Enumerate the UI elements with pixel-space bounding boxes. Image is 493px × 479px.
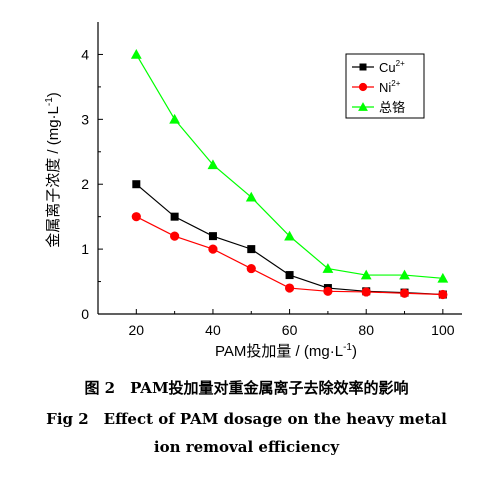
data-point	[208, 232, 217, 241]
caption-chinese: 图 2 PAM投加量对重金属离子去除效率的影响	[84, 379, 409, 397]
axes: 20 40 60 80 100 0 1 2 3 4 PAM投加量 / (mg·L-1) 金属离子浓度 …	[44, 22, 462, 360]
data-point	[285, 271, 294, 280]
data-point	[284, 230, 295, 241]
series-2	[130, 49, 449, 283]
y-axis-label: 金属离子浓度 / (mg·L-1)	[44, 92, 62, 248]
legend-marker	[359, 63, 367, 71]
y-tick-label: 2	[81, 176, 89, 192]
x-axis-label: PAM投加量 / (mg·L-1)	[215, 342, 357, 360]
legend-label: 总铬	[379, 100, 405, 115]
legend-label: Ni2+	[379, 79, 401, 95]
legend-label: Cu2+	[379, 59, 405, 75]
data-point	[170, 231, 180, 241]
data-point	[246, 263, 256, 274]
caption-english-line-2: ion removal efficiency	[153, 438, 340, 456]
series-line	[136, 216, 443, 296]
y-tick-label: 3	[81, 111, 89, 127]
data-point	[132, 180, 141, 189]
data-point	[399, 269, 410, 280]
data-point	[437, 272, 449, 283]
caption-english-line-1: Fig 2 Effect of PAM dosage on the heavy …	[46, 410, 447, 428]
x-tick-label: 80	[358, 322, 374, 338]
data-point	[361, 287, 371, 297]
data-point	[131, 212, 141, 222]
y-tick-label: 0	[81, 306, 89, 322]
data-point	[207, 159, 219, 170]
series-layer	[130, 49, 449, 300]
x-tick-label: 100	[431, 322, 455, 338]
data-point	[169, 113, 181, 124]
x-tick-label: 20	[129, 322, 145, 338]
data-point	[323, 286, 333, 296]
data-point	[170, 212, 179, 221]
series-1	[131, 212, 448, 300]
y-tick-label: 4	[81, 46, 89, 62]
data-point	[130, 49, 142, 59]
y-tick-label: 1	[81, 241, 89, 257]
data-point	[438, 289, 448, 300]
chart: 20 40 60 80 100 0 1 2 3 4 PAM投加量 / (mg·L-1) 金属离子浓度 …	[44, 22, 462, 360]
data-point	[322, 263, 334, 273]
legend: Cu2+ Ni2+ 总铬	[345, 53, 425, 119]
x-tick-label: 40	[205, 322, 221, 338]
x-tick-label: 60	[282, 322, 298, 338]
legend-marker	[358, 102, 368, 111]
data-point	[208, 244, 218, 254]
data-point	[247, 245, 256, 254]
legend-marker	[358, 82, 368, 92]
data-point	[245, 191, 257, 202]
data-point	[399, 288, 410, 298]
data-point	[284, 283, 295, 293]
data-point	[360, 269, 372, 280]
